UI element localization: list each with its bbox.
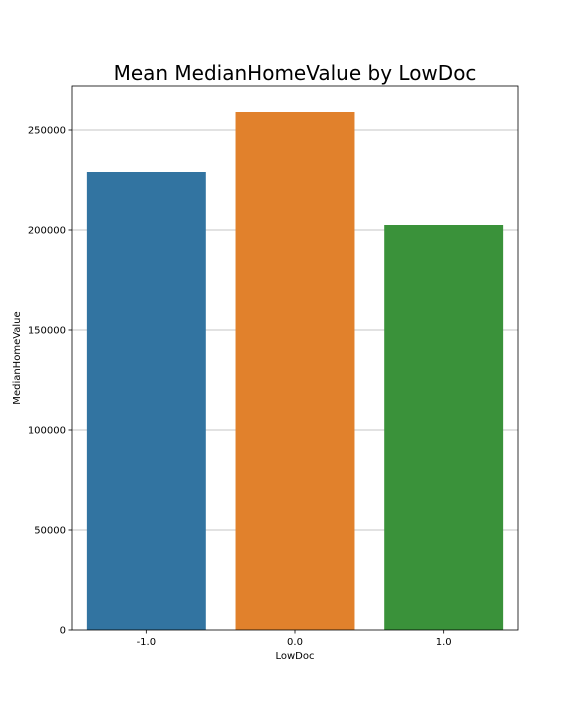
y-tick-label: 0 [60, 626, 66, 637]
y-tick-label: 250000 [28, 126, 66, 137]
bar--1.0 [86, 172, 206, 630]
x-tick-label: 0.0 [287, 637, 303, 648]
bar-1.0 [384, 225, 504, 630]
chart-title: Mean MedianHomeValue by LowDoc [114, 61, 477, 85]
x-tick-label: 1.0 [436, 637, 452, 648]
bars [86, 112, 504, 630]
y-tick-label: 50000 [34, 526, 66, 537]
x-axis-label: LowDoc [275, 651, 314, 662]
y-tick-label: 150000 [28, 326, 66, 337]
y-tick-label: 200000 [28, 226, 66, 237]
y-axis-label: MedianHomeValue [12, 311, 23, 404]
y-axis-ticks: 0 50000 100000 150000 200000 250000 [28, 126, 72, 637]
x-tick-label: -1.0 [137, 637, 157, 648]
bar-0.0 [235, 112, 355, 630]
y-tick-label: 100000 [28, 426, 66, 437]
x-axis-ticks: -1.0 0.0 1.0 [137, 630, 452, 648]
